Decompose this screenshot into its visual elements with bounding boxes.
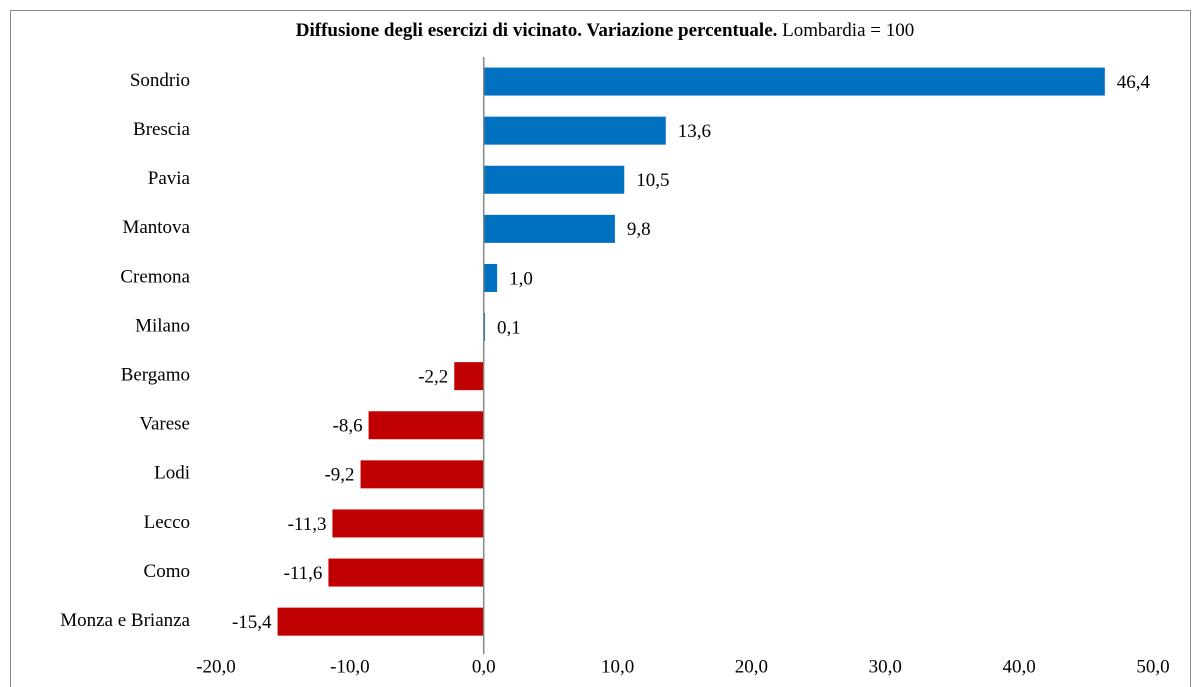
bar bbox=[483, 116, 666, 145]
x-tick-label: -10,0 bbox=[330, 656, 370, 677]
chart-title: Diffusione degli esercizi di vicinato. V… bbox=[296, 20, 778, 41]
bar bbox=[368, 411, 484, 440]
data-label: 9,8 bbox=[627, 219, 651, 240]
x-tick-label: -20,0 bbox=[196, 656, 236, 677]
x-tick-label: 0,0 bbox=[472, 656, 496, 677]
bar bbox=[360, 460, 484, 489]
y-tick-label: Monza e Brianza bbox=[60, 610, 190, 631]
data-label: 13,6 bbox=[678, 121, 711, 142]
data-label: 46,4 bbox=[1117, 72, 1151, 93]
y-tick-label: Milano bbox=[135, 315, 190, 336]
y-tick-label: Pavia bbox=[148, 168, 191, 189]
bar bbox=[328, 558, 484, 587]
y-tick-label: Como bbox=[144, 561, 190, 582]
data-label: 0,1 bbox=[497, 317, 521, 338]
bar bbox=[277, 607, 484, 636]
bar bbox=[332, 509, 484, 538]
data-label: -9,2 bbox=[324, 465, 354, 486]
data-label: -8,6 bbox=[333, 416, 363, 437]
y-tick-label: Sondrio bbox=[130, 70, 190, 91]
y-tick-label: Brescia bbox=[133, 119, 191, 140]
bar bbox=[454, 362, 484, 391]
x-tick-label: 30,0 bbox=[869, 656, 902, 677]
bar bbox=[483, 67, 1105, 96]
chart-frame bbox=[10, 10, 1191, 687]
y-tick-label: Bergamo bbox=[121, 365, 190, 386]
data-label: 10,5 bbox=[636, 170, 669, 191]
data-label: 1,0 bbox=[509, 268, 533, 289]
bar bbox=[483, 165, 625, 194]
chart-subtitle: Lombardia = 100 bbox=[782, 20, 914, 41]
data-label: -11,6 bbox=[284, 563, 323, 584]
y-tick-label: Mantova bbox=[122, 217, 190, 238]
y-tick-label: Varese bbox=[139, 414, 190, 435]
bar bbox=[483, 214, 615, 243]
y-tick-label: Lodi bbox=[154, 463, 190, 484]
data-label: -15,4 bbox=[232, 612, 272, 633]
x-tick-label: 40,0 bbox=[1003, 656, 1036, 677]
y-tick-label: Lecco bbox=[144, 512, 190, 533]
x-tick-label: 20,0 bbox=[735, 656, 768, 677]
data-label: -11,3 bbox=[288, 514, 327, 535]
x-tick-label: 10,0 bbox=[601, 656, 634, 677]
y-tick-label: Cremona bbox=[120, 266, 190, 287]
chart-title-group: Diffusione degli esercizi di vicinato. V… bbox=[296, 20, 914, 41]
data-label: -2,2 bbox=[418, 367, 448, 388]
x-tick-label: 50,0 bbox=[1136, 656, 1169, 677]
bar bbox=[483, 263, 498, 292]
